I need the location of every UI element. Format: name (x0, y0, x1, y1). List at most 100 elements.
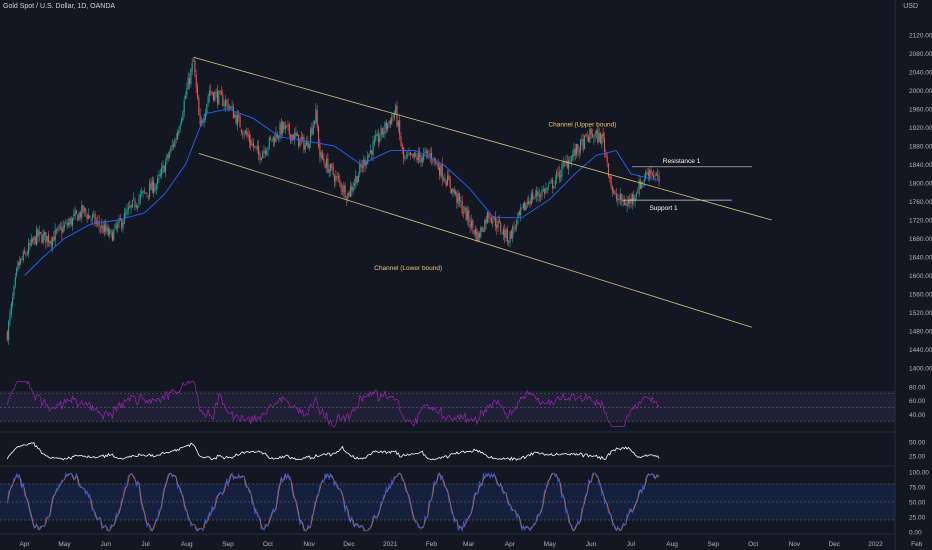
candle-body (497, 220, 499, 228)
candle-body (655, 173, 657, 176)
candle-body (58, 226, 60, 228)
candle-body (561, 165, 563, 177)
candle-body (247, 133, 249, 137)
candle-body (411, 153, 413, 155)
candle-body (373, 139, 375, 144)
candle-body (462, 212, 465, 214)
candle-body (654, 175, 656, 177)
candle-body (158, 175, 160, 177)
candle-body (377, 133, 379, 143)
candle-body (78, 212, 80, 220)
currency-label: USD (903, 3, 918, 10)
candle-body (279, 123, 281, 138)
candle-body (32, 239, 34, 242)
candle-body (111, 232, 113, 242)
candle-body (534, 195, 536, 197)
candle-body (171, 144, 173, 147)
candle-body (576, 143, 578, 155)
price-tick-label: 1880.000 (909, 144, 932, 151)
candle-body (433, 157, 435, 161)
symbol-label: Gold Spot / U.S. Dollar, 1D, OANDA (3, 3, 116, 10)
candle-body (38, 231, 40, 236)
price-tick-label: 1840.000 (909, 162, 932, 169)
candle-body (319, 144, 321, 157)
candle-body (280, 122, 282, 135)
candle-body (34, 236, 36, 245)
candle-body (454, 191, 457, 195)
candle-body (258, 145, 260, 155)
candle-body (361, 166, 363, 168)
candle-body (383, 131, 385, 135)
candle-body (554, 180, 556, 186)
candle-body (8, 321, 10, 341)
candle-body (525, 203, 527, 211)
candle-body (327, 158, 329, 173)
candle-body (510, 230, 512, 239)
candle-body (141, 192, 143, 193)
channel-trendline (198, 153, 752, 328)
candle-body (562, 162, 564, 166)
candle-body (450, 188, 453, 194)
price-tick-label: 1560.000 (909, 292, 932, 299)
candle-body (335, 175, 337, 181)
candle-body (638, 180, 640, 195)
candle-body (149, 184, 151, 198)
candle-body (28, 243, 30, 254)
candle-body (323, 158, 325, 163)
candle-body (618, 199, 620, 201)
candle-body (566, 160, 568, 168)
candle-body (478, 233, 481, 238)
candle-body (355, 176, 357, 184)
candle-body (657, 174, 659, 177)
candle-body (587, 136, 590, 142)
price-tick-label: 1480.000 (909, 329, 932, 336)
candle-body (242, 132, 244, 135)
candle-body (22, 251, 24, 261)
candle-body (557, 170, 559, 172)
time-tick-label: 2022 (868, 541, 883, 548)
candle-body (606, 155, 608, 163)
candle-body (351, 185, 353, 191)
candle-body (300, 136, 302, 140)
candle-body (476, 228, 478, 242)
candle-body (541, 190, 543, 196)
time-tick-label: Aug (666, 541, 678, 548)
price-tick-label: 2080.000 (909, 51, 932, 58)
candle-body (107, 228, 109, 236)
candle-body (649, 169, 651, 178)
rsi-tick-label: 40.00 (909, 412, 926, 419)
rsi-line (6, 380, 660, 427)
candle-body (190, 69, 192, 84)
candle-body (6, 331, 8, 341)
candle-body (645, 171, 647, 179)
candle-body (215, 91, 217, 93)
time-tick-label: Jul (627, 541, 636, 548)
candle-body (186, 88, 188, 96)
candle-body (460, 201, 462, 203)
candle-body (546, 188, 548, 190)
candle-body (413, 152, 415, 158)
candle-body (560, 175, 562, 177)
candle-body (465, 207, 467, 221)
candle-body (188, 78, 191, 84)
candle-body (40, 232, 42, 234)
candle-body (41, 235, 43, 243)
candle-body (191, 63, 193, 71)
time-tick-label: May (58, 541, 71, 548)
channel-trendline (193, 56, 772, 221)
candle-body (236, 115, 238, 126)
candle-body (282, 121, 284, 134)
candle-body (14, 277, 16, 285)
candle-body (192, 60, 195, 62)
candle-body (393, 113, 395, 118)
candle-body (521, 207, 523, 209)
candle-body (392, 115, 394, 117)
candle-body (420, 155, 422, 162)
candle-body (419, 151, 421, 158)
stoch-tick-label: 50.00 (909, 500, 926, 507)
candle-body (208, 91, 211, 97)
candle-body (230, 106, 232, 109)
candle-body (516, 219, 518, 227)
candle-body (95, 221, 97, 223)
